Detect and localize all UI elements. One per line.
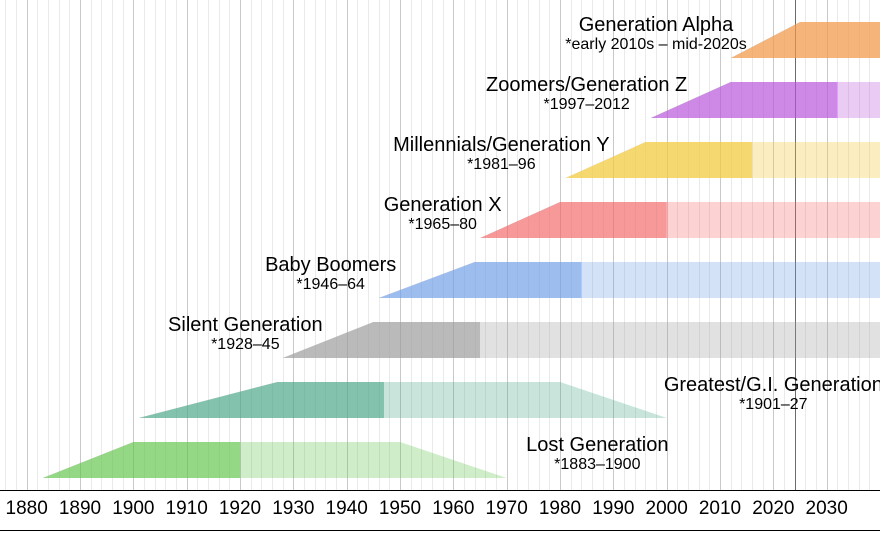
x-tick-label: 2030 xyxy=(806,498,848,520)
generation-birth-shape xyxy=(43,442,240,478)
generation-birth-shape xyxy=(379,262,582,298)
x-tick-label: 1960 xyxy=(432,498,474,520)
x-tick-label: 1910 xyxy=(166,498,208,520)
generation-label: Baby Boomers*1946–64 xyxy=(265,254,396,294)
x-tick-label: 1880 xyxy=(6,498,48,520)
generation-range: *1965–80 xyxy=(384,216,502,234)
generation-name: Generation Alpha xyxy=(565,14,746,36)
generation-range: *1901–27 xyxy=(664,396,880,414)
generation-band xyxy=(0,442,880,478)
generation-range: *early 2010s – mid-2020s xyxy=(565,36,746,54)
generation-range: *1981–96 xyxy=(393,156,609,174)
generation-band xyxy=(0,262,880,298)
x-tick-label: 2000 xyxy=(646,498,688,520)
generation-label: Greatest/G.I. Generation*1901–27 xyxy=(664,374,880,414)
generation-label: Zoomers/Generation Z*1997–2012 xyxy=(486,74,687,114)
generation-name: Baby Boomers xyxy=(265,254,396,276)
generation-birth-shape xyxy=(139,382,384,418)
generation-band xyxy=(0,22,880,58)
x-tick-label: 1930 xyxy=(272,498,314,520)
x-tick-label: 1990 xyxy=(592,498,634,520)
generation-name: Millennials/Generation Y xyxy=(393,134,609,156)
generation-range: *1883–1900 xyxy=(526,456,668,474)
axis-rule xyxy=(0,530,880,531)
generation-label: Silent Generation*1928–45 xyxy=(168,314,323,354)
generation-name: Silent Generation xyxy=(168,314,323,336)
generation-range: *1928–45 xyxy=(168,336,323,354)
generations-timeline-chart: 1880 1890 1900 1910 1920 1930 1940 1950 1960 1970… xyxy=(0,0,880,546)
x-tick-label: 1900 xyxy=(112,498,154,520)
generation-birth-shape xyxy=(731,22,880,58)
generation-label: Millennials/Generation Y*1981–96 xyxy=(393,134,609,174)
x-tick-label: 1970 xyxy=(486,498,528,520)
generation-label: Generation X*1965–80 xyxy=(384,194,502,234)
axis-rule xyxy=(0,490,880,491)
generation-band xyxy=(0,82,880,118)
x-tick-label: 1980 xyxy=(539,498,581,520)
generation-label: Generation Alpha*early 2010s – mid-2020s xyxy=(565,14,746,54)
x-tick-label: 1920 xyxy=(219,498,261,520)
generation-name: Generation X xyxy=(384,194,502,216)
generation-range: *1997–2012 xyxy=(486,96,687,114)
generation-name: Zoomers/Generation Z xyxy=(486,74,687,96)
generation-name: Greatest/G.I. Generation xyxy=(664,374,880,396)
x-tick-label: 1950 xyxy=(379,498,421,520)
x-tick-label: 2010 xyxy=(699,498,741,520)
generation-name: Lost Generation xyxy=(526,434,668,456)
x-tick-label: 2020 xyxy=(752,498,794,520)
generation-birth-shape xyxy=(480,202,667,238)
generation-band xyxy=(0,322,880,358)
x-tick-label: 1940 xyxy=(326,498,368,520)
x-tick-label: 1890 xyxy=(59,498,101,520)
generation-label: Lost Generation*1883–1900 xyxy=(526,434,668,474)
generation-range: *1946–64 xyxy=(265,276,396,294)
